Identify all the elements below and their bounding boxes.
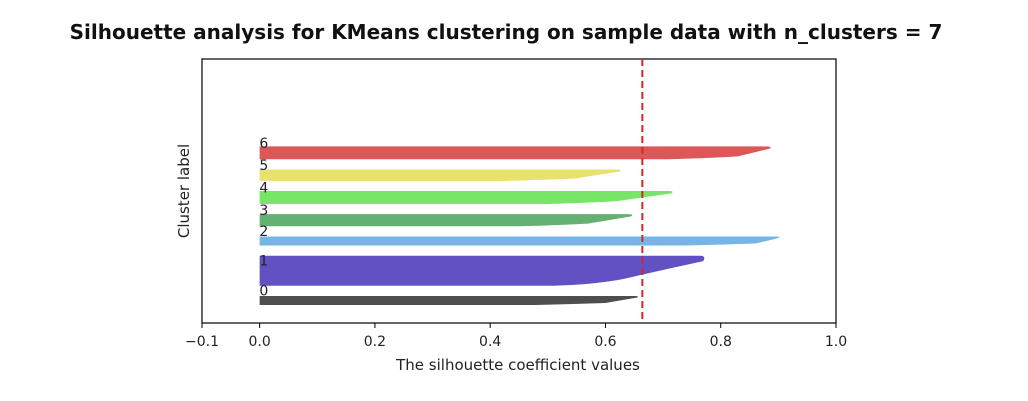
x-tick-label: 0.2 [364,334,386,350]
x-axis-ticks: −0.1 0.0 0.2 0.4 0.6 0.8 1.0 [185,323,847,350]
x-tick-label: 0.4 [479,334,501,350]
silhouette-band-cluster-4 [259,191,673,204]
plot-area-frame [201,58,837,324]
x-tick-label: −0.1 [185,334,219,350]
x-tick-label: 1.0 [825,334,847,350]
x-tick-label: 0.0 [249,334,271,350]
cluster-label-3: 3 [259,203,268,219]
silhouette-band-cluster-2 [259,236,780,246]
cluster-label-4: 4 [259,180,268,196]
silhouette-band-cluster-0 [259,295,639,305]
silhouette-band-cluster-1 [259,255,705,286]
cluster-label-0: 0 [259,283,268,299]
x-tick-label: 0.6 [594,334,616,350]
x-tick-label: 0.8 [710,334,732,350]
cluster-label-1: 1 [259,254,268,270]
chart-title: Silhouette analysis for KMeans clusterin… [70,20,943,44]
cluster-label-6: 6 [259,136,268,152]
x-axis-label: The silhouette coefficient values [395,356,640,374]
silhouette-band-cluster-3 [259,214,633,227]
cluster-tick-labels: 0 1 2 3 4 5 6 [259,136,268,300]
silhouette-bands [259,146,780,305]
cluster-label-5: 5 [259,158,268,174]
cluster-label-2: 2 [259,224,268,240]
silhouette-band-cluster-6 [259,146,771,160]
silhouette-band-cluster-5 [259,169,621,181]
y-axis-label: Cluster label [175,144,193,238]
